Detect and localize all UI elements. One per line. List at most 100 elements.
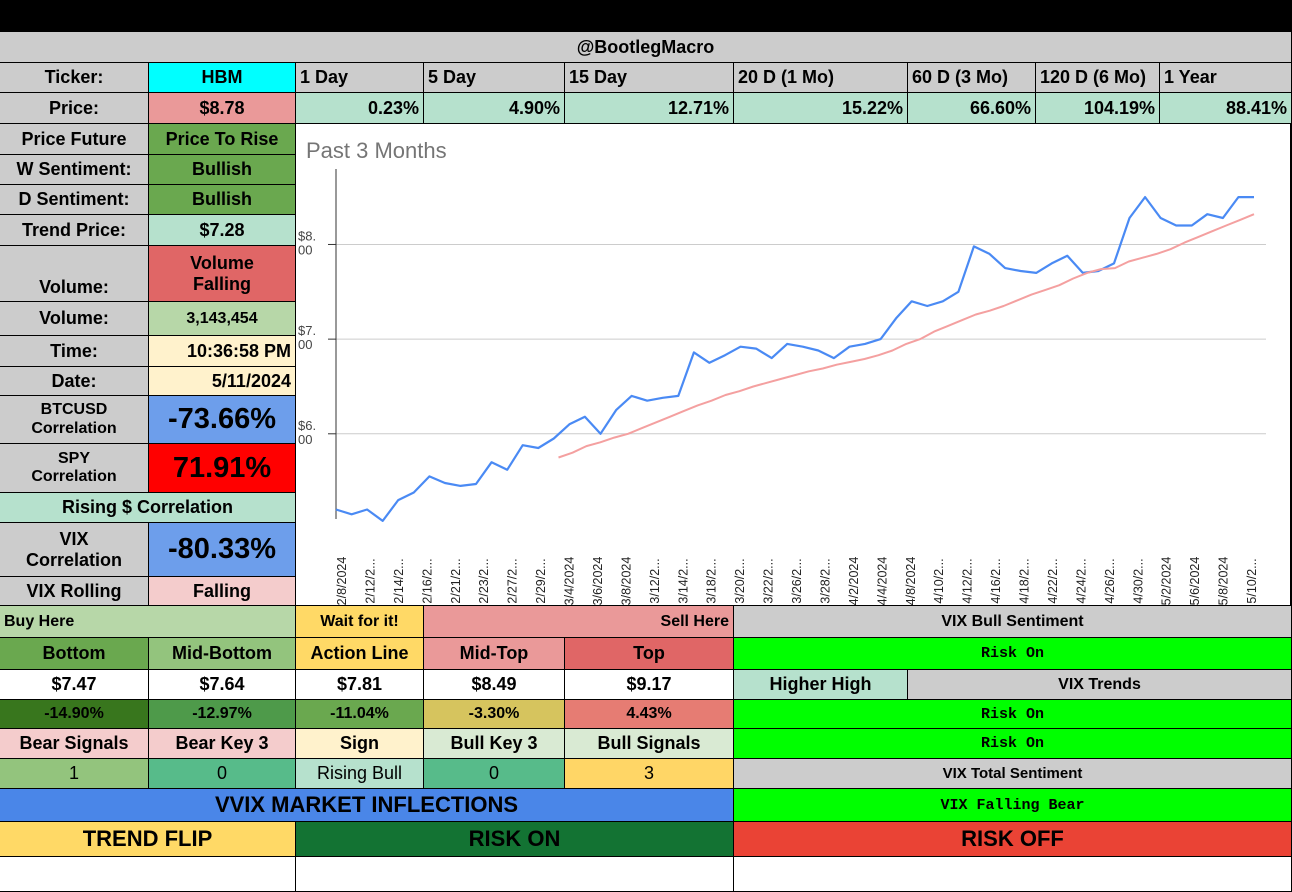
level-header-action-line: Action Line (296, 638, 424, 670)
y-tick-label: $6. (298, 418, 316, 433)
period-header-120d: 120 D (6 Mo) (1036, 63, 1160, 93)
x-tick-label: 4/26/2... (1103, 558, 1117, 603)
vix-total-sentiment-label: VIX Total Sentiment (734, 759, 1292, 789)
volume-value: 3,143,454 (149, 302, 296, 336)
series-trend-line (558, 213, 1255, 459)
x-tick-label: 5/6/2024 (1188, 557, 1202, 606)
x-tick-label: 5/10/2... (1245, 558, 1259, 603)
period-value-5d: 4.90% (424, 93, 565, 124)
y-tick-label: $7. (298, 323, 316, 338)
trend-flip-cell (0, 857, 296, 892)
spy-label-line2: Correlation (31, 468, 117, 485)
volume-direction-value: Volume Falling (149, 246, 296, 302)
x-tick-label: 4/8/2024 (904, 557, 918, 606)
level-price-top: $9.17 (565, 670, 734, 700)
y-tick-label: 00 (298, 337, 312, 352)
d-sentiment-value: Bullish (149, 185, 296, 215)
level-pct-top: 4.43% (565, 700, 734, 729)
period-value-1d: 0.23% (296, 93, 424, 124)
signal-value-bull-signals: 3 (565, 759, 734, 789)
volume-label: Volume: (0, 302, 149, 336)
price-future-value: Price To Rise (149, 124, 296, 155)
signal-header-bull-signals: Bull Signals (565, 729, 734, 759)
level-price-mid-bottom: $7.64 (149, 670, 296, 700)
signal-header-bear-key-3: Bear Key 3 (149, 729, 296, 759)
spy-correlation-label: SPY Correlation (0, 444, 149, 493)
risk-on-label: RISK ON (296, 822, 734, 857)
period-value-20d: 15.22% (734, 93, 908, 124)
w-sentiment-label: W Sentiment: (0, 155, 149, 185)
btcusd-label-line2: Correlation (31, 419, 117, 437)
y-tick-label: 00 (298, 432, 312, 447)
level-header-top: Top (565, 638, 734, 670)
vix-label-line1: VIX (59, 528, 89, 549)
vix-bull-sentiment-label: VIX Bull Sentiment (734, 606, 1292, 638)
price-chart-svg: Past 3 Months$8.00$7.00$6.002/8/2024 2/12… (298, 138, 1266, 606)
level-header-mid-top: Mid-Top (424, 638, 565, 670)
vix-label-line2: Correlation (25, 549, 122, 570)
vix-total-sentiment-value: VIX Falling Bear (734, 789, 1292, 822)
y-tick-label: 00 (298, 242, 312, 257)
volume-direction-line1: Volume (190, 252, 254, 273)
x-tick-label: 3/8/2024 (619, 557, 633, 606)
x-tick-label: 3/14/2... (676, 558, 690, 603)
x-tick-label: 2/16/2... (420, 558, 434, 603)
spy-label-line1: SPY (57, 449, 90, 467)
period-header-1y: 1 Year (1160, 63, 1292, 93)
x-tick-label: 4/16/2... (989, 558, 1003, 603)
chart-title: Past 3 Months (306, 138, 447, 163)
x-tick-label: 3/28/2... (818, 558, 832, 603)
trend-price-label: Trend Price: (0, 215, 149, 246)
x-tick-label: 4/24/2... (1074, 558, 1088, 603)
level-header-bottom: Bottom (0, 638, 149, 670)
time-label: Time: (0, 336, 149, 367)
btcusd-correlation-label: BTCUSD Correlation (0, 396, 149, 444)
level-price-action-line: $7.81 (296, 670, 424, 700)
signal-header-bull-key-3: Bull Key 3 (424, 729, 565, 759)
btcusd-correlation-value: -73.66% (149, 396, 296, 444)
vix-correlation-value: -80.33% (149, 523, 296, 577)
period-value-60d: 66.60% (908, 93, 1036, 124)
x-tick-label: 4/4/2024 (875, 557, 889, 606)
x-tick-label: 3/20/2... (733, 558, 747, 603)
period-header-15d: 15 Day (565, 63, 734, 93)
volume-direction-label: Volume: (0, 246, 149, 302)
x-tick-label: 3/4/2024 (563, 557, 577, 606)
spy-correlation-value: 71.91% (149, 444, 296, 493)
volume-direction-line2: Falling (193, 273, 251, 294)
x-tick-label: 3/22/2... (762, 558, 776, 603)
vix-trend-2: Risk On (734, 729, 1292, 759)
x-tick-label: 4/12/2... (961, 558, 975, 603)
d-sentiment-label: D Sentiment: (0, 185, 149, 215)
x-tick-label: 4/10/2... (932, 558, 946, 603)
trend-flip-label: TREND FLIP (0, 822, 296, 857)
x-tick-label: 2/14/2... (392, 558, 406, 603)
level-price-bottom: $7.47 (0, 670, 149, 700)
level-header-mid-bottom: Mid-Bottom (149, 638, 296, 670)
price-label: Price: (0, 93, 149, 124)
x-tick-label: 3/6/2024 (591, 557, 605, 606)
x-tick-label: 2/21/2... (449, 558, 463, 603)
x-tick-label: 4/2/2024 (847, 557, 861, 606)
series-price-line (335, 196, 1254, 522)
period-header-5d: 5 Day (424, 63, 565, 93)
x-tick-label: 2/27/2... (506, 558, 520, 603)
w-sentiment-value: Bullish (149, 155, 296, 185)
btcusd-label-line1: BTCUSD (40, 401, 108, 419)
signal-value-bear-signals: 1 (0, 759, 149, 789)
risk-on-cell (296, 857, 734, 892)
date-value: 5/11/2024 (149, 367, 296, 396)
sell-here-label: Sell Here (424, 606, 734, 638)
x-tick-label: 2/29/2... (534, 558, 548, 603)
x-tick-label: 4/30/2... (1131, 558, 1145, 603)
period-value-15d: 12.71% (565, 93, 734, 124)
signal-value-bear-key-3: 0 (149, 759, 296, 789)
level-pct-bottom: -14.90% (0, 700, 149, 729)
level-pct-mid-bottom: -12.97% (149, 700, 296, 729)
signal-header-bear-signals: Bear Signals (0, 729, 149, 759)
signal-header-sign: Sign (296, 729, 424, 759)
level-pct-action-line: -11.04% (296, 700, 424, 729)
x-tick-label: 3/12/2... (648, 558, 662, 603)
price-value: $8.78 (149, 93, 296, 124)
